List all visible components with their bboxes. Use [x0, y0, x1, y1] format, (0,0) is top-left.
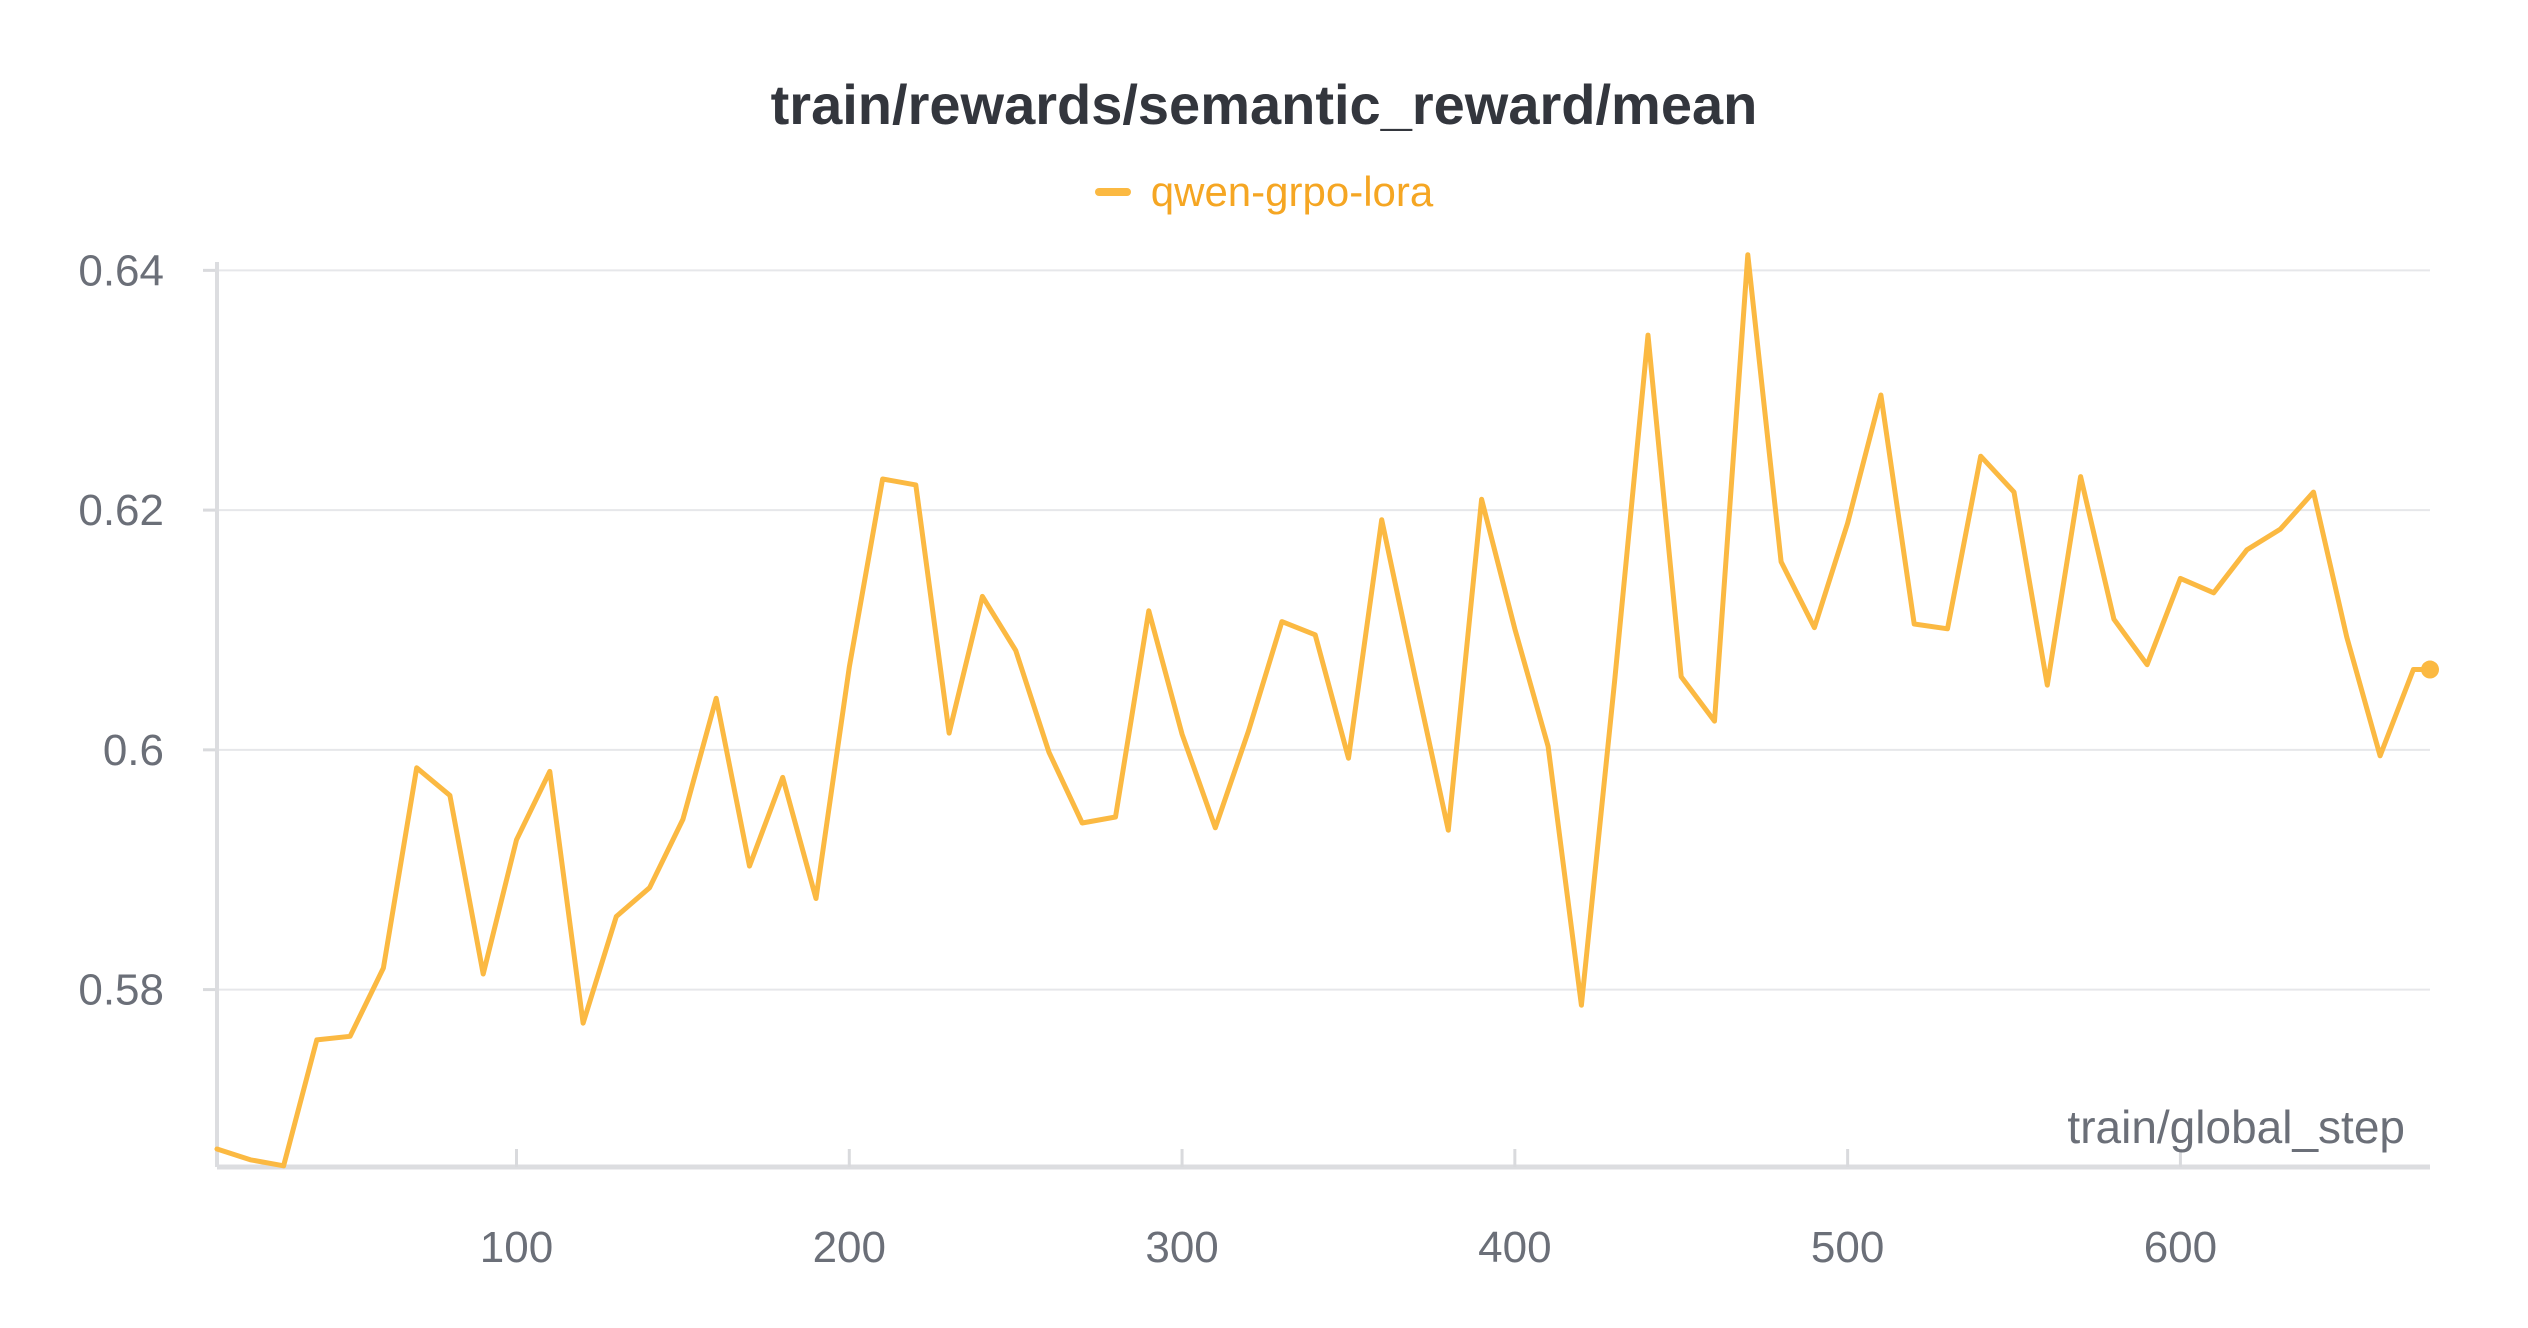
chart-title: train/rewards/semantic_reward/mean — [770, 73, 1758, 136]
y-tick-label: 0.64 — [78, 246, 164, 295]
legend-swatch — [1094, 188, 1131, 196]
x-axis-title: train/global_step — [2067, 1101, 2405, 1153]
series-line — [214, 252, 2433, 1169]
axes: 0.58 0.6 0.62 0.64 100 200 300 400 500 600 — [78, 246, 2430, 1272]
x-tick-label: 400 — [1478, 1223, 1551, 1272]
x-tick-label: 100 — [480, 1223, 553, 1272]
x-tick-label: 200 — [813, 1223, 886, 1272]
y-tick-label: 0.6 — [103, 726, 164, 775]
y-tick-label: 0.58 — [78, 966, 164, 1015]
legend-item[interactable]: qwen-grpo-lora — [1094, 168, 1434, 216]
x-tick-label: 600 — [2144, 1223, 2217, 1272]
legend: qwen-grpo-lora — [0, 168, 2528, 216]
y-tick-label: 0.62 — [78, 486, 164, 535]
series-endpoint — [2421, 660, 2439, 679]
grid-lines — [217, 269, 2430, 991]
x-tick-label: 300 — [1145, 1223, 1218, 1272]
legend-label: qwen-grpo-lora — [1150, 168, 1434, 215]
series-layer — [214, 252, 2439, 1169]
x-tick-label: 500 — [1811, 1223, 1884, 1272]
